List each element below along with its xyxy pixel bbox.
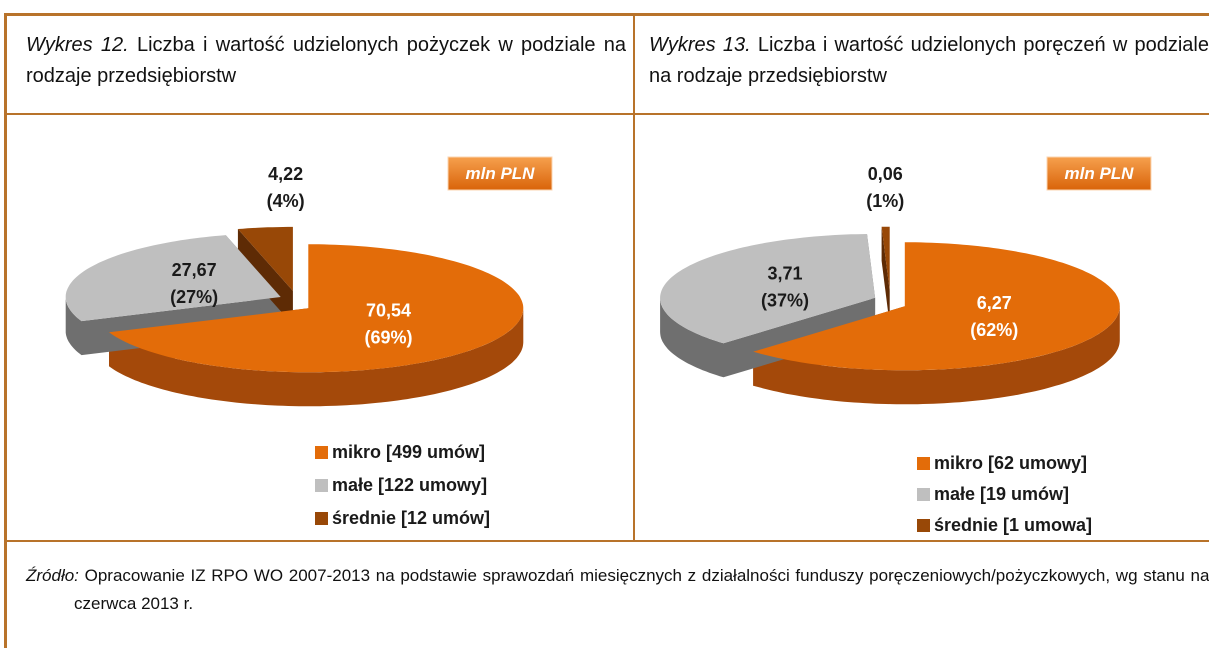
- unit-badge-text: mln PLN: [466, 164, 536, 183]
- slice-side: [753, 306, 1120, 405]
- slice-wall: [723, 297, 876, 378]
- slice: [109, 244, 524, 373]
- source-label: Źródło:: [26, 566, 79, 585]
- legend-label: średnie [12 umów]: [332, 508, 490, 528]
- value-label: 70,54: [366, 300, 411, 320]
- chart: mln PLN 6,27 (62%) 3,71 (37%) 0,06 (1%) mikro […: [660, 156, 1152, 535]
- slice-wall: [237, 229, 293, 325]
- source: Źródło: Opracowanie IZ RPO WO 2007-2013 …: [26, 562, 1209, 618]
- slice-side: [660, 297, 724, 378]
- slice: [660, 234, 876, 344]
- source-text: Opracowanie IZ RPO WO 2007-2013 na podst…: [74, 566, 1209, 613]
- percent-label: (4%): [267, 191, 305, 211]
- value-label: 27,67: [172, 260, 217, 280]
- legend-label: średnie [1 umowa]: [934, 515, 1092, 535]
- slice: [753, 242, 1120, 371]
- title-text: Liczba i wartość udzielonych poręczeń w …: [649, 34, 1209, 87]
- legend-swatch: [917, 488, 930, 501]
- percent-label: (37%): [761, 290, 809, 310]
- legend-swatch: [315, 512, 328, 525]
- legend-label: małe [19 umów]: [934, 484, 1069, 504]
- slice-side: [65, 297, 82, 356]
- border: [4, 113, 1209, 115]
- legend-label: mikro [62 umowy]: [934, 453, 1087, 473]
- percent-label: (27%): [170, 287, 218, 307]
- value-label: 6,27: [977, 293, 1012, 313]
- legend-swatch: [917, 519, 930, 532]
- chart-title: Wykres 13. Liczba i wartość udzielonych …: [649, 30, 1209, 92]
- border: [4, 13, 1209, 16]
- percent-label: (69%): [365, 327, 413, 347]
- legend-label: mikro [499 umów]: [332, 442, 485, 462]
- border: [4, 13, 7, 648]
- unit-badge: [1046, 156, 1152, 191]
- slice-wall: [881, 226, 890, 325]
- slice: [65, 235, 281, 322]
- title-prefix: Wykres 12.: [26, 34, 129, 56]
- value-label: 0,06: [868, 164, 903, 184]
- border: [4, 540, 1209, 542]
- legend-swatch: [315, 479, 328, 492]
- legend-swatch: [315, 446, 328, 459]
- value-label: 4,22: [268, 164, 303, 184]
- slice-side: [109, 308, 524, 407]
- chart: mln PLN 70,54 (69%) 27,67 (27%) 4,22 (4%) mikro…: [65, 156, 553, 528]
- percent-label: (62%): [970, 320, 1018, 340]
- unit-badge: [447, 156, 553, 191]
- title-text: Liczba i wartość udzielonych pożyczek w …: [26, 34, 626, 87]
- title-prefix: Wykres 13.: [649, 34, 751, 56]
- border: [633, 13, 635, 541]
- value-label: 3,71: [767, 263, 802, 283]
- legend-swatch: [917, 457, 930, 470]
- chart-title: Wykres 12. Liczba i wartość udzielonych …: [26, 30, 626, 92]
- slice: [237, 226, 293, 291]
- legend-label: małe [122 umowy]: [332, 475, 487, 495]
- unit-badge-text: mln PLN: [1065, 164, 1135, 183]
- percent-label: (1%): [866, 191, 904, 211]
